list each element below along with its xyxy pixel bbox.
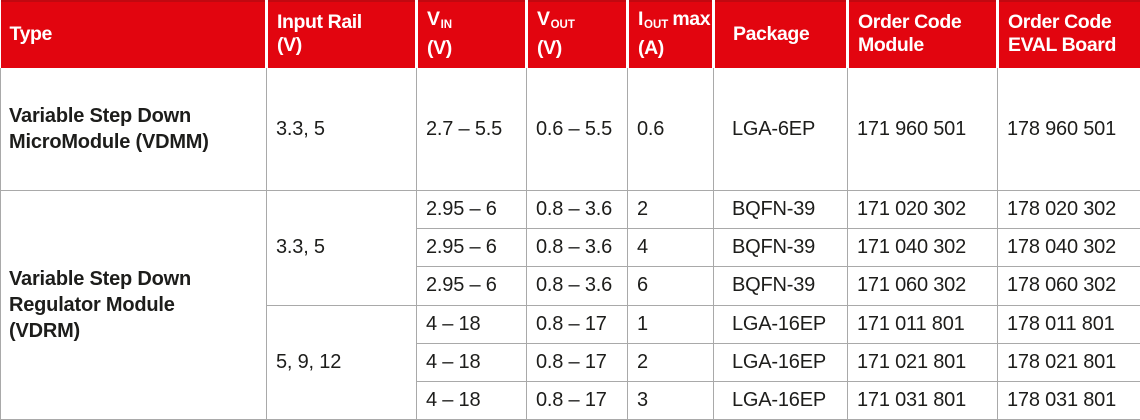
cell-vin: 4 – 18 <box>416 342 527 382</box>
cell-order-eval: 178 021 801 <box>997 342 1140 382</box>
cell-vin: 2.95 – 6 <box>416 228 527 268</box>
cell-package: LGA-6EP <box>713 68 848 192</box>
cell-iout: 1 <box>627 304 714 344</box>
table-row-vdmm: Variable Step Down MicroModule (VDMM) 3.… <box>0 68 1140 192</box>
cell-vin: 2.95 – 6 <box>416 266 527 306</box>
cell-order-module: 171 011 801 <box>847 304 998 344</box>
iout-max-label: max <box>672 8 711 31</box>
table-row-vdrm-1: Variable Step Down Regulator Module (VDR… <box>0 190 1140 420</box>
col-header-order-eval-line1: Order Code <box>1008 11 1112 34</box>
col-header-input-rail-line1: Input Rail <box>277 11 362 34</box>
vout-symbol: V <box>537 8 550 31</box>
col-header-package: Package <box>712 0 848 69</box>
col-header-order-module-line2: Module <box>858 34 924 57</box>
cell-iout: 6 <box>627 266 714 306</box>
col-header-vout: VOUT (V) <box>525 0 628 69</box>
cell-package: LGA-16EP <box>713 380 848 420</box>
col-header-order-code-eval: Order Code EVAL Board <box>996 0 1140 69</box>
cell-iout: 0.6 <box>627 68 714 192</box>
cell-order-eval: 178 020 302 <box>997 190 1140 230</box>
col-header-vin-line2: (V) <box>427 37 452 60</box>
table-row-vdrm-6: 4 – 18 0.8 – 17 3 LGA-16EP 171 031 801 1… <box>1 380 1140 420</box>
type-line: MicroModule (VDMM) <box>9 131 209 154</box>
col-header-iout-line1: IOUT max <box>638 8 711 37</box>
table-row-vdrm-4: 5, 9, 12 4 – 18 0.8 – 17 1 LGA-16EP 171 … <box>1 304 1140 420</box>
table-row-vdrm-5: 4 – 18 0.8 – 17 2 LGA-16EP 171 021 801 1… <box>1 342 1140 382</box>
cell-vin: 4 – 18 <box>416 304 527 344</box>
cell-iout: 3 <box>627 380 714 420</box>
cell-input-rail: 3.3, 5 <box>266 68 417 192</box>
cell-order-eval: 178 960 501 <box>997 68 1140 192</box>
cell-vout: 0.8 – 17 <box>526 304 628 344</box>
cell-package: BQFN-39 <box>713 190 848 230</box>
cell-vout: 0.6 – 5.5 <box>526 68 628 192</box>
cell-iout: 2 <box>627 342 714 382</box>
cell-vout: 0.8 – 17 <box>526 342 628 382</box>
col-header-type-label: Type <box>9 22 53 45</box>
cell-vin: 4 – 18 <box>416 380 527 420</box>
vout-subscript: OUT <box>550 19 575 32</box>
cell-order-module: 171 960 501 <box>847 68 998 192</box>
cell-order-eval: 178 040 302 <box>997 228 1140 268</box>
cell-order-eval: 178 031 801 <box>997 380 1140 420</box>
cell-vout: 0.8 – 3.6 <box>526 266 628 306</box>
col-header-type: Type <box>0 0 267 69</box>
header-row: Type Input Rail (V) VIN (V) VOUT (V) IOU… <box>0 0 1140 69</box>
cell-order-module: 171 020 302 <box>847 190 998 230</box>
col-header-vin-line1: VIN <box>427 8 522 37</box>
col-header-vout-line1: VOUT <box>537 8 623 37</box>
cell-order-eval: 178 060 302 <box>997 266 1140 306</box>
cell-order-module: 171 031 801 <box>847 380 998 420</box>
cell-vout: 0.8 – 17 <box>526 380 628 420</box>
col-header-iout-line2: (A) <box>638 37 664 60</box>
cell-type-vdrm: Variable Step Down Regulator Module (VDR… <box>0 190 267 420</box>
cell-package: LGA-16EP <box>713 342 848 382</box>
cell-vout: 0.8 – 3.6 <box>526 228 628 268</box>
col-header-input-rail: Input Rail (V) <box>265 0 417 69</box>
col-header-order-eval-line2: EVAL Board <box>1008 34 1116 57</box>
iout-subscript: OUT <box>644 19 669 32</box>
col-header-order-module-line1: Order Code <box>858 11 962 34</box>
vin-subscript: IN <box>440 19 453 32</box>
cell-order-module: 171 040 302 <box>847 228 998 268</box>
iout-symbol: I <box>638 8 644 31</box>
cell-vout: 0.8 – 3.6 <box>526 190 628 230</box>
cell-order-eval: 178 011 801 <box>997 304 1140 344</box>
cell-package: BQFN-39 <box>713 228 848 268</box>
col-header-order-code-module: Order Code Module <box>846 0 998 69</box>
type-line: (VDRM) <box>9 320 81 343</box>
cell-type-vdmm: Variable Step Down MicroModule (VDMM) <box>0 68 267 192</box>
cell-package: BQFN-39 <box>713 266 848 306</box>
cell-iout: 4 <box>627 228 714 268</box>
cell-input-rail-group1: 3.3, 5 <box>266 190 417 306</box>
col-header-vout-line2: (V) <box>537 37 562 60</box>
cell-package: LGA-16EP <box>713 304 848 344</box>
type-line: Variable Step Down <box>9 268 192 291</box>
cell-order-module: 171 021 801 <box>847 342 998 382</box>
cell-vin: 2.95 – 6 <box>416 190 527 230</box>
cell-order-module: 171 060 302 <box>847 266 998 306</box>
table-row-vdrm-2: 2.95 – 6 0.8 – 3.6 4 BQFN-39 171 040 302… <box>1 228 1140 268</box>
col-header-iout-max: IOUT max (A) <box>626 0 714 69</box>
type-line: Regulator Module <box>9 294 175 317</box>
type-line: Variable Step Down <box>9 105 192 128</box>
cell-input-rail-group2: 5, 9, 12 <box>266 304 417 420</box>
vin-symbol: V <box>427 8 440 31</box>
cell-iout: 2 <box>627 190 714 230</box>
col-header-vin: VIN (V) <box>415 0 527 69</box>
cell-vin: 2.7 – 5.5 <box>416 68 527 192</box>
col-header-input-rail-line2: (V) <box>277 34 302 57</box>
col-header-package-label: Package <box>733 22 810 45</box>
